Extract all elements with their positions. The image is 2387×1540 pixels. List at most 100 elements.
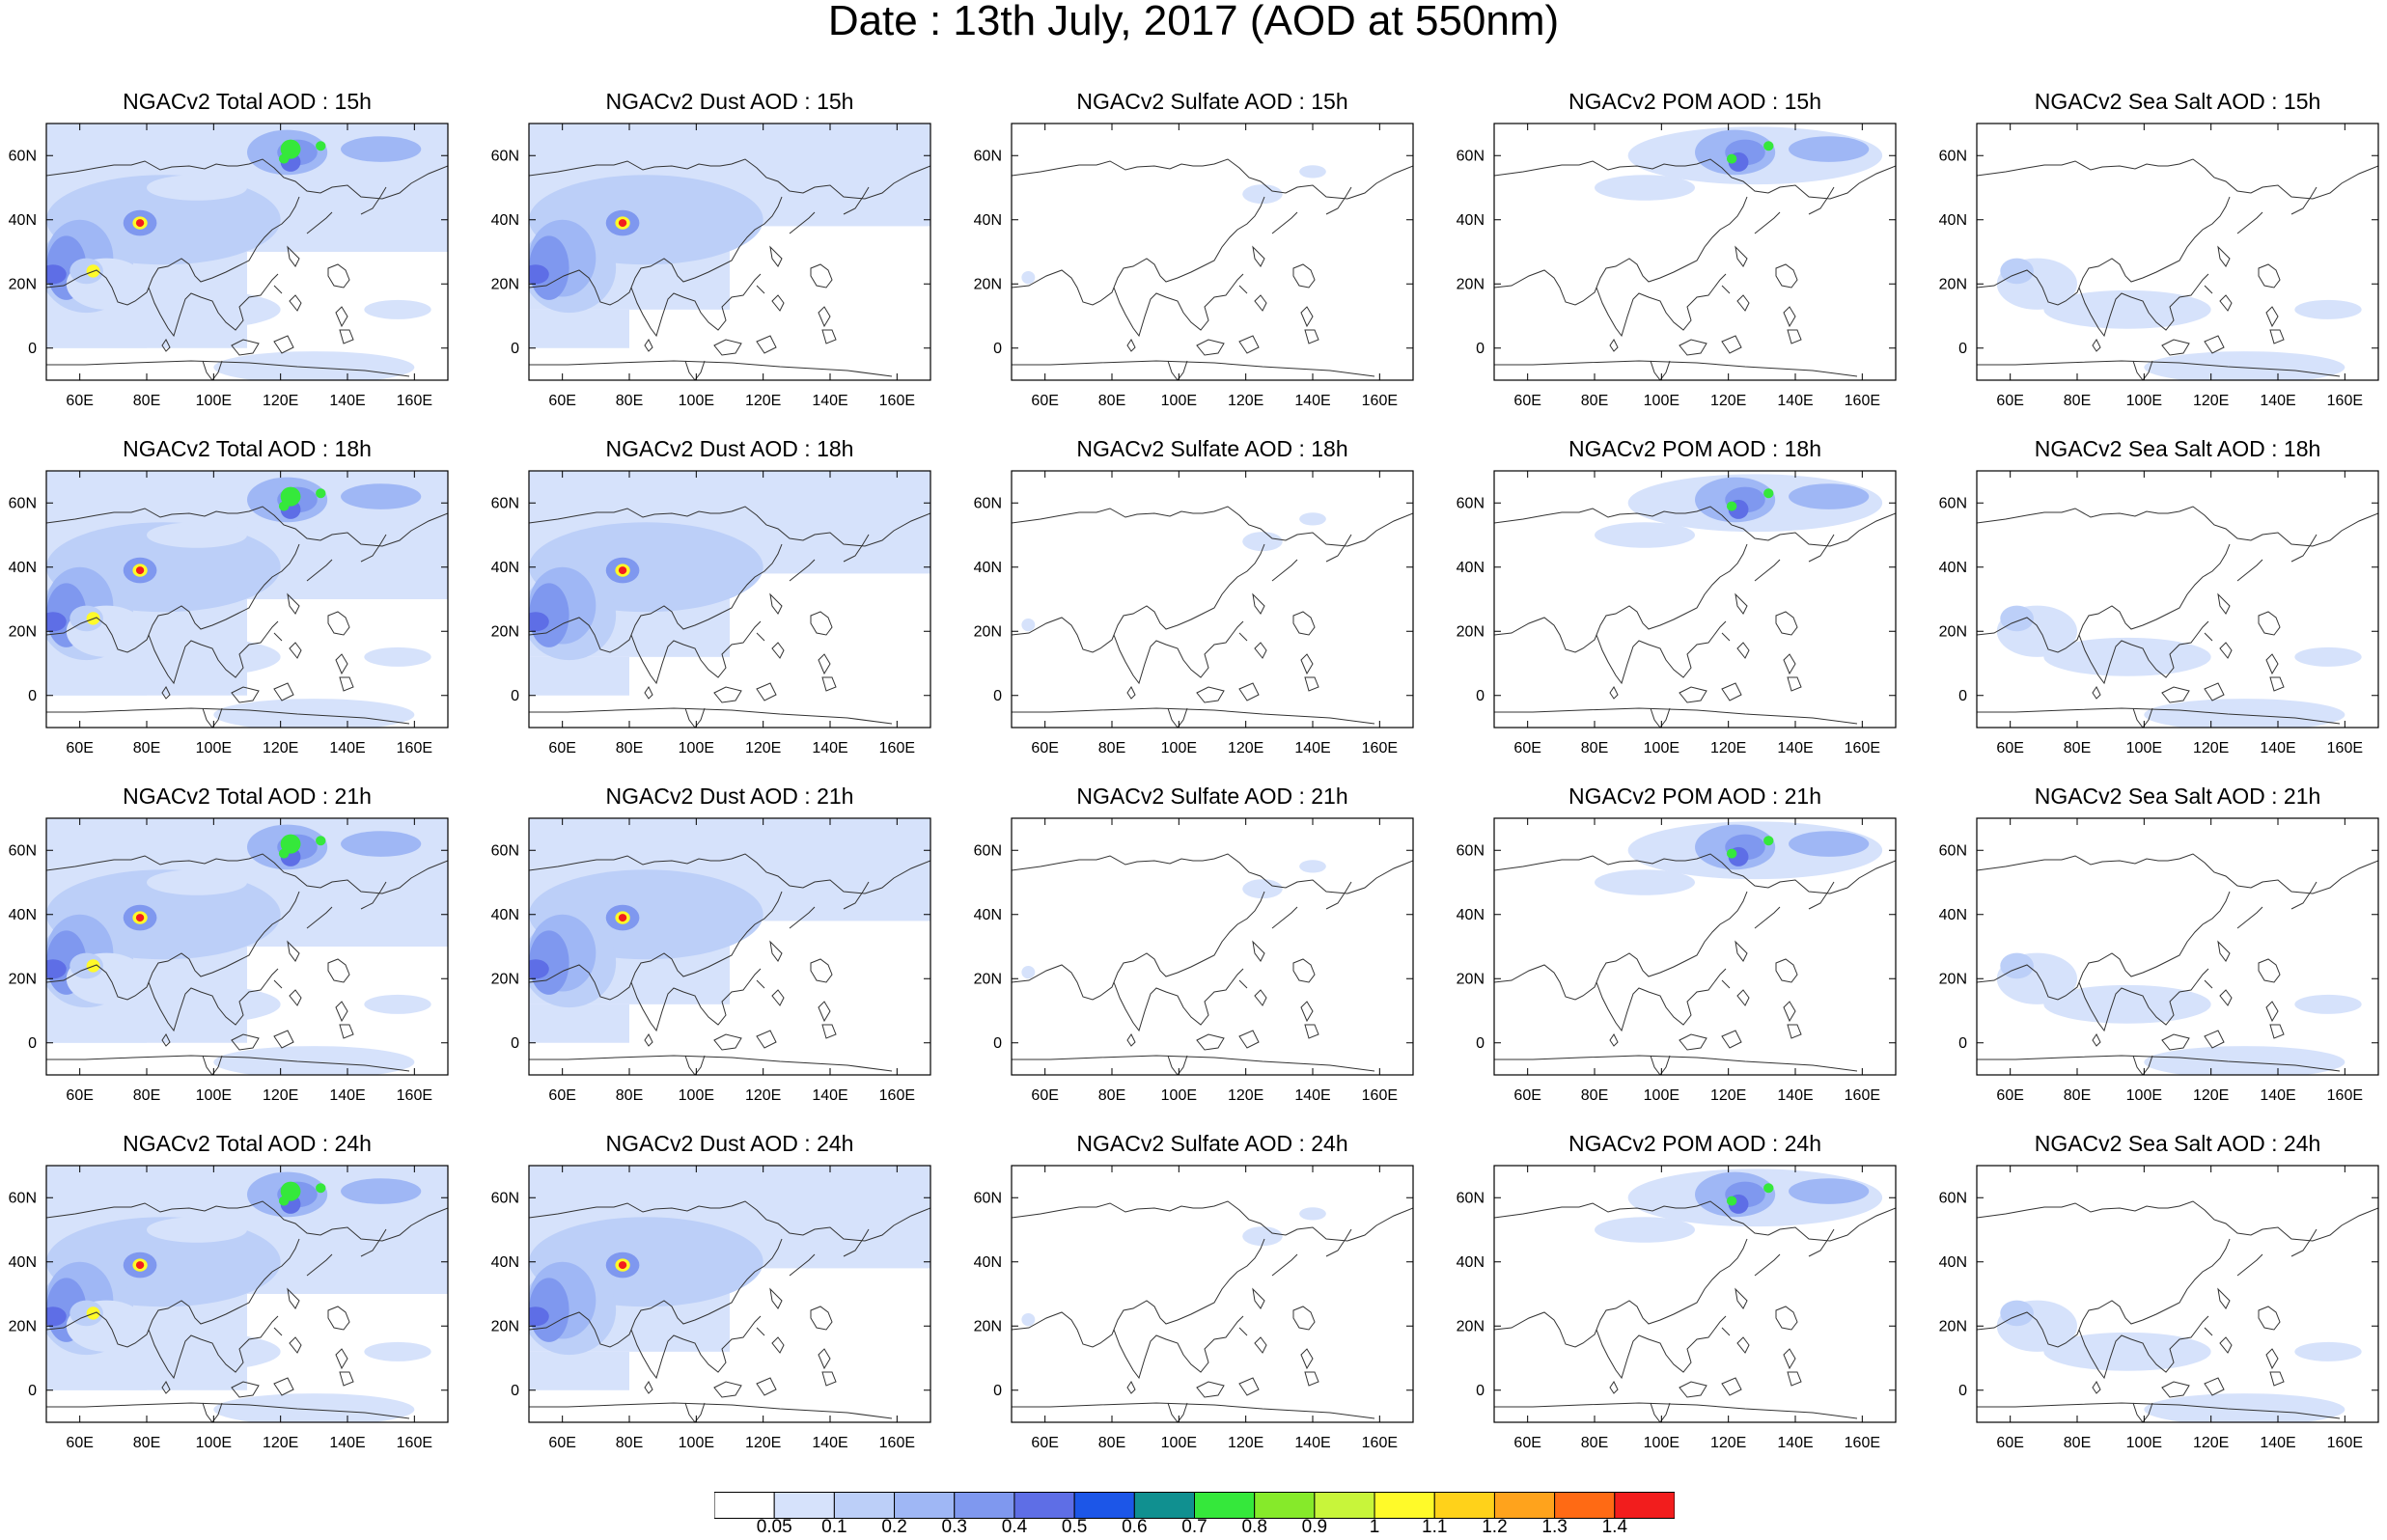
aod-patch xyxy=(1021,270,1036,285)
colorbar: 0.05 0.1 0.2 0.3 0.4 0.5 0.6 0.7 0.8 0.9 1 1.1 1.2 1.… xyxy=(713,1492,1676,1540)
aod-field xyxy=(46,818,448,1075)
coastline xyxy=(789,906,816,929)
colorbar-label: 1.3 xyxy=(1541,1517,1568,1537)
coastline xyxy=(771,1336,785,1354)
x-tick-label: 80E xyxy=(1098,393,1125,409)
coastline xyxy=(529,196,783,306)
x-tick-label: 60E xyxy=(1031,1087,1058,1104)
coastlines xyxy=(46,158,448,380)
aod-field xyxy=(1996,1300,2362,1422)
map-panel-total-2: 60E 80E 100E 120E 140E 160E 60N 40N 20N 0 xyxy=(9,817,449,1104)
x-tick-label: 100E xyxy=(2126,1435,2162,1451)
coastline xyxy=(273,1030,294,1049)
panel-title-pom-2: NGACv2 POM AOD : 21h xyxy=(1568,784,1822,809)
coastline xyxy=(1012,1238,1265,1348)
x-tick-label: 140E xyxy=(2260,740,2295,756)
map-plot: 60E 80E 100E 120E 140E 160E 60N 40N 20N 0 xyxy=(491,123,931,409)
aod-patch xyxy=(1299,860,1326,873)
y-tick-label: 0 xyxy=(28,1035,37,1052)
x-tick-label: 100E xyxy=(679,393,714,409)
aod-patch xyxy=(2294,1341,2362,1361)
y-tick-label: 0 xyxy=(1476,341,1485,357)
coastline xyxy=(756,682,777,701)
aod-patch xyxy=(1242,184,1283,205)
dust-hotspot xyxy=(618,1261,627,1270)
aod-patch xyxy=(529,1306,549,1327)
dust-hotspot xyxy=(618,566,627,575)
coastline xyxy=(769,592,783,615)
coastline xyxy=(818,653,831,675)
coastline xyxy=(202,1402,223,1422)
smoke-hotspot xyxy=(1763,141,1774,151)
aod-patch xyxy=(2043,984,2211,1024)
x-tick-label: 120E xyxy=(263,393,298,409)
colorbar-swatch xyxy=(1254,1492,1316,1519)
coastline xyxy=(2236,1253,2263,1277)
y-tick-label: 20N xyxy=(974,276,1002,292)
coastline xyxy=(273,335,294,354)
coastline xyxy=(161,339,171,352)
coastline xyxy=(335,306,348,328)
colorbar-label: 1.2 xyxy=(1482,1517,1508,1537)
coastline xyxy=(2078,1315,2209,1380)
aod-patch xyxy=(1789,483,1870,509)
y-tick-label: 40N xyxy=(974,907,1002,923)
coastlines xyxy=(529,1200,930,1422)
coastline xyxy=(810,611,833,636)
x-tick-label: 140E xyxy=(1294,1435,1330,1451)
coastline xyxy=(2219,1336,2233,1354)
coastline xyxy=(2204,632,2213,642)
coastlines xyxy=(1494,158,1896,380)
coastline xyxy=(161,686,171,700)
panel-title-total-2: NGACv2 Total AOD : 21h xyxy=(123,784,372,809)
coastline xyxy=(1721,1327,1731,1336)
aod-patch xyxy=(1021,618,1036,632)
coastline xyxy=(1977,1200,2378,1242)
aod-patch xyxy=(529,1351,629,1390)
map-plot: 60E 80E 100E 120E 140E 160E 60N 40N 20N 0 xyxy=(9,123,449,409)
map-frame xyxy=(1011,470,1414,729)
aod-patch xyxy=(2294,299,2362,319)
aod-field xyxy=(1996,605,2362,728)
coastline xyxy=(1012,853,1413,894)
coastline xyxy=(818,306,831,328)
map-panel-seasalt-3: 60E 80E 100E 120E 140E 160E 60N 40N 20N 0 xyxy=(1939,1165,2379,1451)
colorbar-label: 0.3 xyxy=(941,1517,967,1537)
x-tick-label: 80E xyxy=(616,393,643,409)
coastline xyxy=(529,360,893,377)
x-tick-label: 80E xyxy=(1098,1087,1125,1104)
x-tick-label: 160E xyxy=(2327,1087,2363,1104)
x-tick-label: 120E xyxy=(1228,1087,1263,1104)
x-tick-label: 140E xyxy=(812,1435,847,1451)
x-tick-label: 100E xyxy=(679,740,714,756)
aod-patch xyxy=(1242,1226,1283,1247)
x-tick-label: 60E xyxy=(66,393,93,409)
coastline xyxy=(2132,1055,2153,1075)
panel-title-total-3: NGACv2 Total AOD : 24h xyxy=(123,1131,372,1156)
x-tick-label: 160E xyxy=(2327,740,2363,756)
map-frame xyxy=(1011,123,1414,381)
coastline xyxy=(360,534,387,563)
coastline xyxy=(1787,1024,1802,1039)
coastline xyxy=(46,360,410,377)
y-tick-label: 40N xyxy=(1457,560,1485,576)
coastline xyxy=(684,1055,706,1075)
coastline xyxy=(756,335,777,354)
x-tick-label: 80E xyxy=(1581,1435,1608,1451)
coastline xyxy=(1238,285,1248,294)
coastline xyxy=(1300,1001,1314,1023)
coastline xyxy=(1012,1200,1413,1242)
coastline xyxy=(1721,1030,1742,1049)
colorbar-label: 0.4 xyxy=(1001,1517,1028,1537)
x-tick-label: 160E xyxy=(1362,740,1398,756)
coastline xyxy=(2092,1033,2101,1047)
coastline xyxy=(1252,245,1265,267)
coastline xyxy=(273,1377,294,1396)
map-panel-seasalt-2: 60E 80E 100E 120E 140E 160E 60N 40N 20N 0 xyxy=(1939,817,2379,1104)
x-tick-label: 100E xyxy=(1161,393,1197,409)
y-tick-label: 20N xyxy=(491,971,519,987)
coastline xyxy=(756,1327,765,1336)
map-frame xyxy=(528,470,931,729)
x-tick-label: 60E xyxy=(1996,1435,2023,1451)
coastline xyxy=(1679,1381,1707,1398)
